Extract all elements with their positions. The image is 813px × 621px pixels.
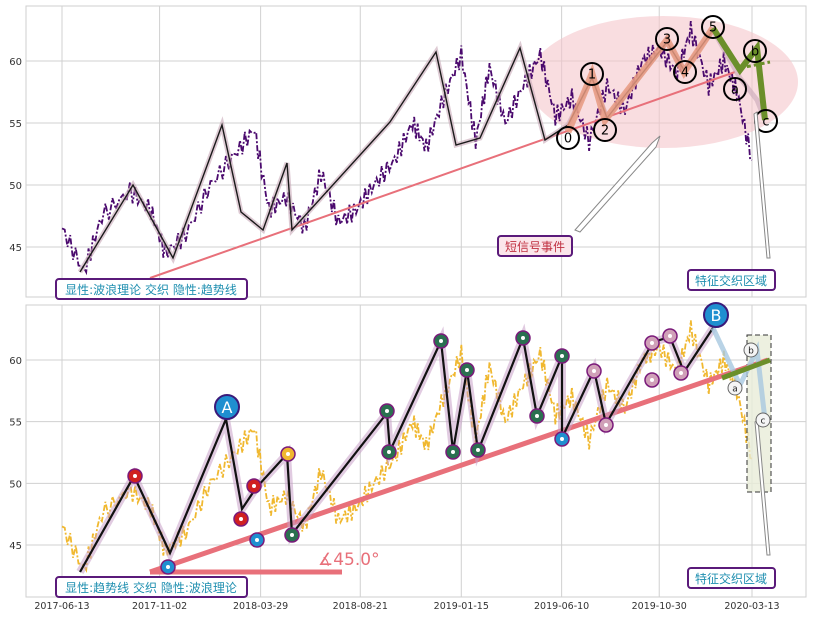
wave-point-dot — [679, 371, 683, 375]
wave-point-dot — [465, 368, 469, 372]
wave-point-dot — [604, 423, 608, 427]
y-tick-label: 45 — [9, 541, 22, 552]
wave-marker — [673, 60, 697, 84]
wave-point-dot — [439, 339, 443, 343]
wave-label: b — [751, 45, 759, 60]
bottom-markers: A Ba b c — [127, 302, 771, 575]
wave-point-dot — [668, 334, 672, 338]
wave-label: 2 — [601, 124, 609, 139]
big-marker — [214, 394, 240, 420]
wave-marker — [701, 15, 725, 39]
abc-marker — [743, 342, 759, 358]
wave-point-dot — [560, 437, 564, 441]
top-caption-box: 显性:波浪理论 交织 隐性:趋势线 — [55, 278, 248, 300]
wave-label: 1 — [588, 68, 596, 83]
y-tick-label: 45 — [9, 243, 22, 254]
bottom-region-annotation: 特征交织区域 — [695, 571, 767, 586]
y-tick-label: 55 — [9, 119, 22, 130]
abc-marker — [755, 412, 771, 428]
bottom-region-annotation-box: 特征交织区域 — [687, 567, 776, 589]
top-caption: 显性:波浪理论 交织 隐性:趋势线 — [65, 282, 237, 297]
wave-point-dot — [166, 565, 170, 569]
top-region-annotation: 特征交织区域 — [695, 273, 767, 288]
x-tick-label: 2019-10-30 — [632, 601, 687, 612]
wave-marker — [556, 126, 580, 150]
wave-point-dot — [521, 336, 525, 340]
y-tick-label: 60 — [9, 57, 22, 68]
y-tick-label: 50 — [9, 479, 22, 490]
signal-arrow — [574, 135, 661, 233]
wave-point-dot — [385, 409, 389, 413]
x-tick-label: 2017-06-13 — [34, 601, 89, 612]
top-region-annotation-box: 特征交织区域 — [687, 269, 776, 291]
wave-point-dot — [650, 378, 654, 382]
x-tick-label: 2018-08-21 — [333, 601, 388, 612]
region-arrow-top — [753, 111, 771, 259]
y-tick-label: 55 — [9, 418, 22, 429]
wave-point-dot — [451, 450, 455, 454]
big-marker — [703, 302, 729, 328]
wave-point-dot — [592, 369, 596, 373]
wave-point-dot — [560, 354, 564, 358]
wave-label: 4 — [681, 66, 689, 81]
x-tick-label: 2018-03-29 — [233, 601, 288, 612]
big-marker-label: A — [222, 398, 233, 417]
corrective-dashed — [739, 60, 771, 70]
wave-point-dot — [252, 484, 256, 488]
wave-point-dot — [286, 452, 290, 456]
wave-point-dot — [476, 448, 480, 452]
wave-label: 0 — [564, 132, 572, 147]
top-trendline — [149, 71, 736, 279]
y-tick-label: 60 — [9, 356, 22, 367]
x-axis-ticks: 2017-06-13 2017-11-02 2018-03-29 2018-08-21… — [34, 601, 779, 612]
bottom-panel-grid: 45 50 55 60 — [9, 304, 807, 598]
x-tick-label: 2019-01-15 — [434, 601, 489, 612]
panel-frame — [25, 304, 807, 598]
x-tick-label: 2017-11-02 — [132, 601, 187, 612]
wave-marker — [743, 39, 767, 63]
bottom-wave-line — [79, 327, 714, 573]
wave-marker — [593, 118, 617, 142]
wave-label: 5 — [709, 21, 717, 36]
wave-label: 3 — [663, 33, 671, 48]
bottom-caption: 显性:趋势线 交织 隐性:波浪理论 — [65, 580, 237, 595]
wave-label: c — [762, 115, 769, 130]
bottom-price-series — [61, 320, 753, 574]
abc-label: c — [761, 417, 766, 427]
wave-point-dot — [650, 341, 654, 345]
wave-point-dot — [535, 414, 539, 418]
x-tick-label: 2020-03-13 — [724, 601, 779, 612]
price-line — [61, 21, 753, 276]
y-tick-label: 50 — [9, 181, 22, 192]
big-marker-label: B — [711, 306, 722, 325]
wave-point-dot — [255, 538, 259, 542]
wave-marker — [655, 27, 679, 51]
abc-label: a — [732, 385, 738, 395]
top-price-series — [61, 21, 753, 276]
abc-label: b — [748, 347, 754, 357]
region-ellipse — [528, 16, 798, 148]
angle-label: ∡45.0° — [318, 550, 380, 570]
x-tick-label: 2019-06-10 — [534, 601, 589, 612]
wave-point-dot — [133, 474, 137, 478]
top-wave-labels: 0 1 2 3 4 5 a b c — [556, 15, 778, 150]
wave-label: a — [731, 83, 739, 98]
wave-point-dot — [290, 533, 294, 537]
wave-marker — [723, 77, 747, 101]
wave-marker — [580, 62, 604, 86]
wave-point-dot — [387, 450, 391, 454]
abc-marker — [727, 380, 743, 396]
bottom-caption-box: 显性:趋势线 交织 隐性:波浪理论 — [55, 576, 248, 598]
price-line — [61, 320, 753, 574]
bottom-corrective-green — [721, 357, 771, 381]
signal-annotation: 短信号事件 — [505, 240, 565, 254]
signal-annotation-box: 短信号事件 — [497, 235, 573, 257]
wave-point-dot — [239, 517, 243, 521]
